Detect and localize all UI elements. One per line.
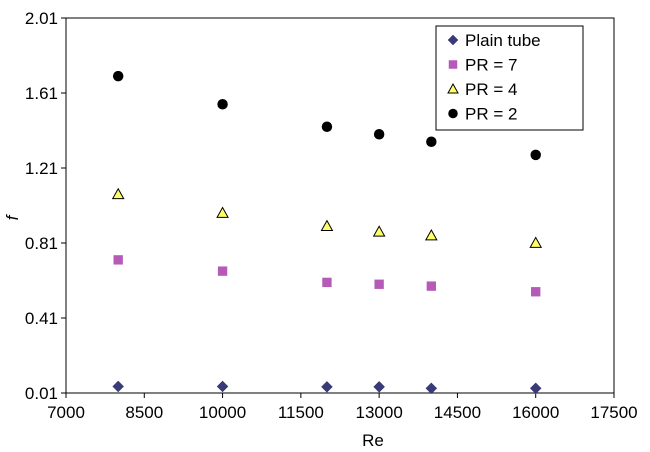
legend: Plain tube PR = 7 PR = 4 PR = 2 (435, 25, 584, 131)
legend-label: PR = 4 (465, 80, 517, 99)
data-point (217, 99, 228, 110)
data-point (373, 129, 385, 140)
data-point (321, 380, 333, 393)
x-tick-label: 7000 (47, 403, 85, 422)
data-point (425, 382, 438, 395)
data-point (321, 121, 333, 132)
data-point (529, 236, 543, 248)
data-point (112, 70, 124, 82)
data-point (424, 228, 438, 241)
data-point (372, 225, 386, 237)
x-tick-label: 14500 (434, 403, 481, 422)
x-tick-label: 10000 (199, 403, 246, 422)
data-point (217, 266, 228, 276)
plot-area (65, 17, 615, 394)
data-point (111, 187, 125, 200)
y-tick-label: 0.81 (25, 234, 58, 253)
legend-marker (447, 82, 459, 94)
data-point (426, 136, 437, 147)
data-point (426, 281, 437, 291)
data-point (529, 382, 542, 395)
x-tick-label: 17500 (590, 403, 637, 422)
legend-marker (448, 108, 458, 119)
y-axis-title: f (3, 213, 22, 220)
y-tick-label: 0.01 (25, 384, 58, 403)
legend-label: PR = 7 (465, 56, 517, 75)
series-0 (112, 380, 542, 395)
data-point (322, 277, 332, 288)
legend-label: Plain tube (465, 31, 541, 50)
x-tick-label: 11500 (278, 403, 324, 422)
plot-border (65, 17, 615, 394)
data-point (320, 219, 334, 232)
x-tick-label: 13000 (356, 403, 403, 422)
y-tick-label: 0.41 (25, 309, 58, 328)
legend-marker (447, 34, 459, 46)
series-2 (111, 187, 543, 248)
y-tick-label: 1.61 (25, 84, 58, 103)
legend-marker (448, 60, 458, 69)
series-3 (112, 70, 541, 161)
x-axis-title: Re (362, 431, 384, 450)
data-point (373, 380, 385, 393)
x-tick-label: 8500 (125, 403, 163, 422)
y-tick-label: 2.01 (25, 9, 58, 28)
y-axis: 0.01 0.41 0.81 1.21 1.61 2.01 (25, 9, 66, 403)
x-axis: 7000 8500 10000 11500 13000 14500 16000 17500 (47, 393, 638, 422)
legend-box (435, 25, 584, 131)
series-layer (111, 70, 543, 395)
data-point (216, 206, 229, 218)
data-point (112, 380, 125, 393)
series-1 (113, 255, 541, 297)
data-point (113, 255, 123, 265)
data-point (530, 149, 541, 161)
data-point (374, 279, 384, 289)
data-point (531, 287, 541, 297)
x-tick-label: 16000 (512, 403, 559, 422)
legend-label: PR = 2 (465, 105, 517, 124)
data-point (216, 380, 229, 393)
y-tick-label: 1.21 (25, 159, 58, 178)
